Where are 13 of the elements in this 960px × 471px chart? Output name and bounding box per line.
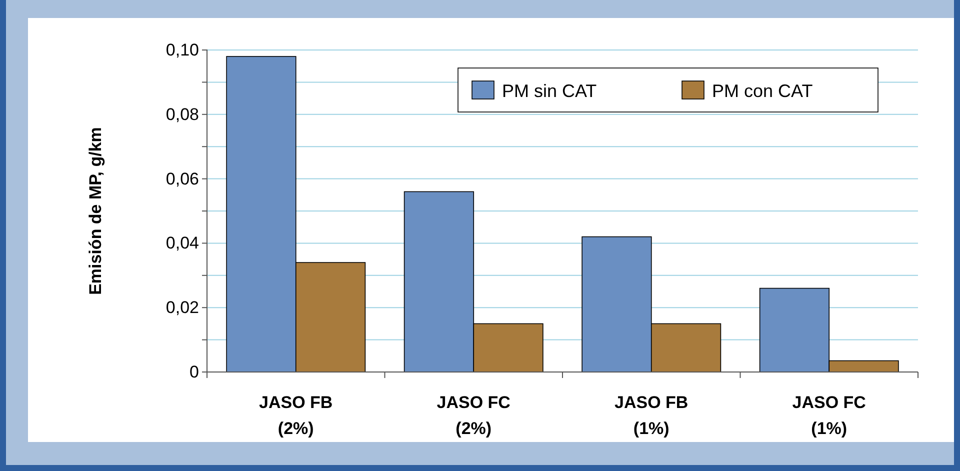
legend-label: PM sin CAT [502, 81, 597, 101]
y-tick-label: 0,08 [166, 104, 199, 124]
x-tick-label: JASO FC (2%) [436, 393, 510, 438]
y-tick-label: 0,04 [166, 234, 199, 253]
x-tick-label: JASO FC (1%) [792, 393, 866, 438]
legend-label: PM con CAT [712, 81, 813, 101]
y-axis-title: Emisión de MP, g/km [86, 127, 105, 295]
x-tick-label: JASO FB (1%) [614, 393, 688, 438]
y-tick-label: 0 [190, 362, 199, 382]
y-tick-label: 0,10 [166, 40, 199, 60]
x-tick-label: JASO FB (2%) [259, 393, 333, 438]
y-tick-label: 0,06 [166, 169, 199, 188]
y-tick-label: 0,02 [166, 298, 199, 318]
